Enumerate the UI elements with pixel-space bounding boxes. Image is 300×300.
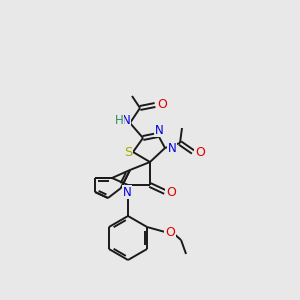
Text: N: N [122, 113, 130, 127]
Text: N: N [168, 142, 176, 154]
Text: O: O [166, 187, 176, 200]
Text: H: H [115, 113, 123, 127]
Text: O: O [195, 146, 205, 160]
Text: N: N [123, 185, 131, 199]
Text: N: N [154, 124, 164, 136]
Text: S: S [124, 146, 132, 160]
Text: O: O [157, 98, 167, 110]
Text: O: O [165, 226, 175, 238]
